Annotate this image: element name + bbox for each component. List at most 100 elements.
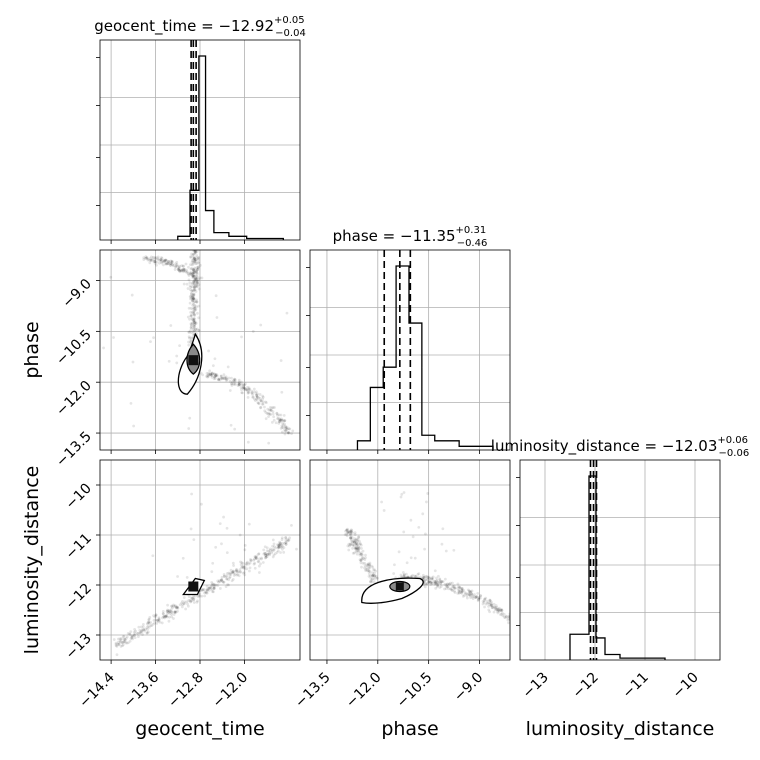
sample-point — [192, 260, 195, 264]
sample-point — [257, 571, 261, 574]
sample-point — [264, 553, 268, 557]
sample-point — [369, 577, 373, 580]
sample-point — [172, 264, 175, 268]
sample-point — [360, 565, 363, 569]
sample-point — [271, 410, 275, 414]
sample-point — [192, 327, 196, 330]
sample-point — [254, 393, 258, 397]
grid-lines — [310, 460, 510, 660]
sample-point — [347, 530, 351, 534]
sample-point — [191, 296, 195, 300]
sample-point — [248, 387, 252, 391]
x-tick-label: −10 — [670, 670, 702, 702]
sample-point — [157, 618, 161, 622]
sample-point — [495, 605, 499, 609]
sample-point — [160, 256, 164, 260]
sample-point — [356, 547, 360, 551]
sample-point — [219, 374, 223, 378]
sample-point — [155, 621, 159, 625]
sample-point — [405, 561, 409, 565]
sample-point — [233, 377, 236, 381]
sample-point — [492, 605, 495, 609]
sample-point — [368, 563, 372, 567]
sample-point — [274, 421, 278, 425]
sample-point — [192, 281, 196, 284]
sample-point — [193, 321, 197, 324]
sample-point — [227, 376, 231, 380]
sample-point — [281, 542, 284, 545]
sample-point — [132, 424, 136, 428]
sample-point — [479, 594, 483, 598]
sample-point — [372, 568, 376, 572]
sample-point — [194, 256, 198, 260]
sample-point — [253, 566, 257, 570]
sample-point — [354, 547, 358, 551]
sample-point — [263, 545, 267, 549]
sample-point — [160, 621, 164, 625]
sample-point — [484, 596, 488, 600]
sample-point — [241, 571, 245, 575]
sample-point — [163, 614, 167, 618]
sample-point — [349, 536, 353, 540]
sample-point — [217, 579, 221, 583]
sample-point — [423, 585, 427, 589]
sample-point — [195, 327, 199, 331]
sample-point — [346, 527, 349, 531]
sample-point — [212, 377, 216, 381]
sample-point — [491, 606, 494, 609]
sample-point — [193, 274, 197, 278]
sample-point — [197, 265, 201, 269]
sample-point — [457, 591, 461, 595]
sample-point — [242, 386, 246, 390]
sample-point — [145, 256, 149, 260]
sample-point — [280, 425, 284, 429]
sample-point — [260, 399, 263, 403]
sample-point — [433, 580, 436, 583]
sample-point — [195, 262, 198, 266]
sample-point — [194, 327, 197, 331]
sample-point — [402, 575, 406, 578]
sample-point — [355, 552, 359, 556]
sample-point — [479, 594, 482, 598]
sample-point — [118, 640, 122, 644]
sample-point — [161, 609, 165, 613]
sample-point — [190, 321, 194, 325]
sample-point — [428, 577, 432, 581]
panel-title-luminosity_distance: luminosity_distance = −12.03+0.06 −0.06 — [491, 435, 749, 459]
sample-point — [363, 561, 367, 565]
histogram-phase — [356, 265, 494, 450]
sample-point — [237, 574, 241, 578]
sample-point — [143, 629, 147, 633]
sample-point — [192, 317, 196, 321]
sample-point — [464, 592, 468, 596]
sample-point — [369, 579, 373, 583]
sample-point — [203, 594, 207, 598]
sample-point — [210, 374, 214, 377]
sample-point — [460, 587, 464, 590]
sample-point — [205, 588, 209, 592]
sample-point — [212, 372, 216, 376]
sample-point — [112, 638, 116, 641]
sample-point — [197, 255, 201, 259]
sample-point — [141, 623, 145, 626]
sample-point — [268, 552, 271, 556]
sample-point — [241, 385, 245, 388]
sample-point — [191, 319, 195, 322]
sample-point — [195, 266, 199, 270]
sample-point — [191, 272, 195, 276]
sample-point — [192, 596, 196, 600]
sample-point — [347, 548, 351, 552]
sample-point — [146, 621, 150, 625]
sample-point — [237, 380, 241, 384]
sample-point — [477, 597, 481, 601]
sample-point — [424, 582, 428, 586]
sample-point — [244, 388, 248, 392]
sample-point — [255, 398, 259, 401]
sample-point — [189, 294, 193, 298]
sample-point — [434, 580, 437, 584]
sample-point — [152, 260, 156, 264]
sample-point — [247, 386, 251, 390]
sample-point — [439, 581, 443, 585]
sample-point — [238, 533, 242, 537]
sample-point — [191, 322, 195, 326]
